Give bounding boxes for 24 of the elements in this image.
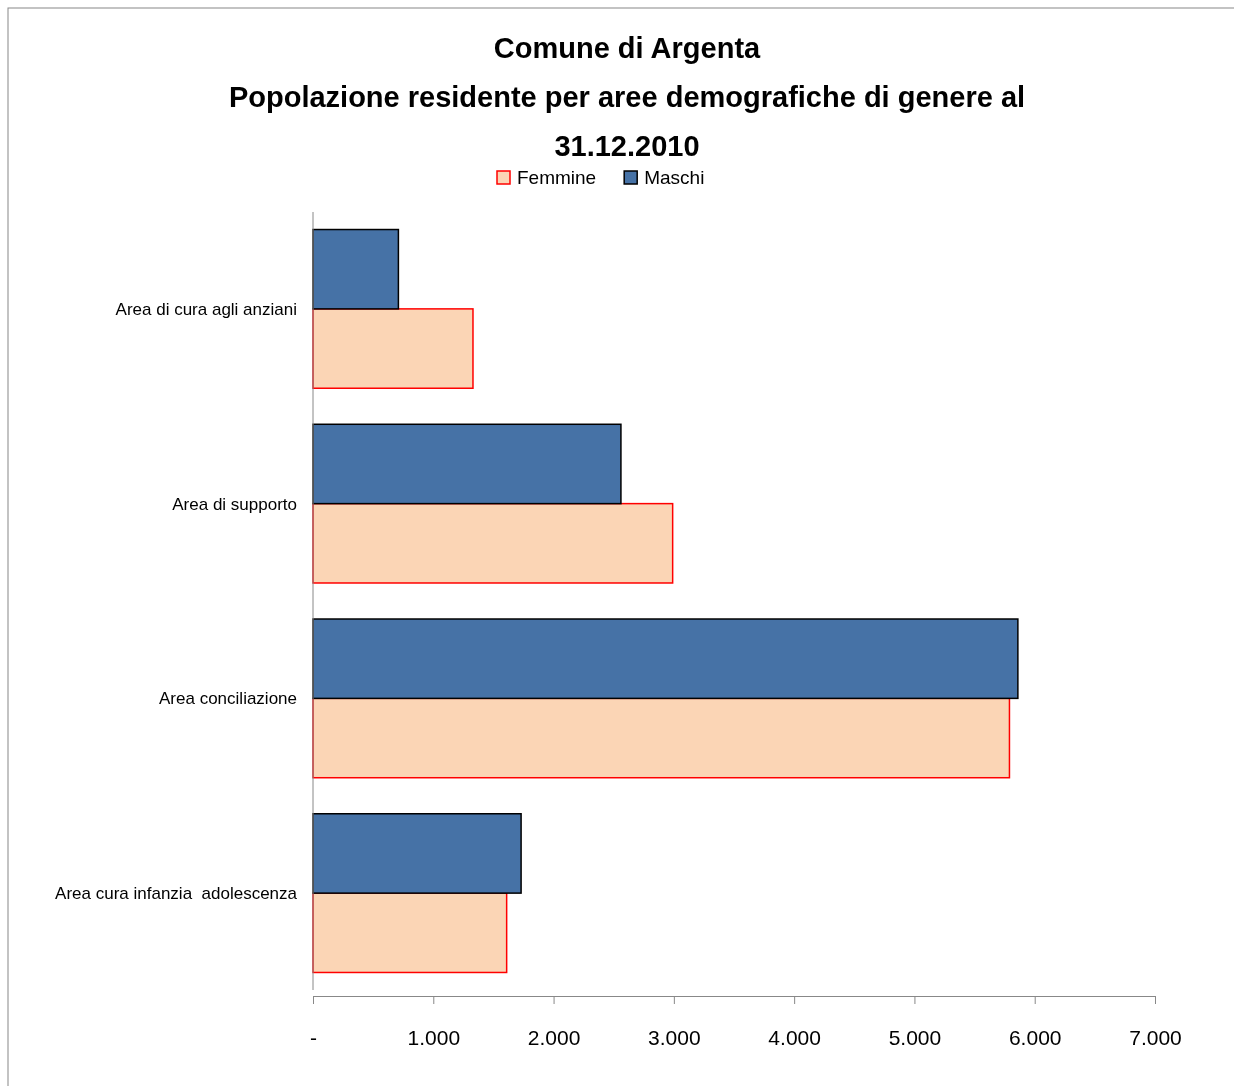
bar	[312, 308, 474, 389]
y-tick-label: Area cura infanzia adolescenza	[55, 884, 298, 904]
x-tick-label: 7.000	[1129, 1025, 1182, 1049]
bar	[312, 618, 1019, 700]
x-tick-label: 5.000	[888, 1025, 942, 1049]
x-tick-label: 6.000	[1008, 1025, 1062, 1049]
x-tick-label: 1.000	[407, 1025, 461, 1049]
bar	[312, 892, 508, 974]
bar	[312, 813, 522, 894]
chart-title: Comune di Argenta	[493, 32, 762, 64]
chart-subtitle: Popolazione residente per aree demografiche di genere al 31.12.2010	[228, 81, 1026, 162]
bar	[312, 423, 622, 505]
legend-label: Maschi	[644, 167, 705, 188]
legend-label: Femmine	[517, 167, 597, 188]
x-tick-label: 2.000	[527, 1025, 581, 1049]
y-tick-label: Area di cura agli anziani	[115, 299, 297, 319]
y-tick-label: Area conciliazione	[159, 689, 297, 709]
bar	[312, 228, 400, 310]
x-tick-label: 3.000	[648, 1025, 701, 1049]
bar	[312, 697, 1011, 779]
y-tick-label: Area di supporto	[172, 494, 297, 514]
x-tick-label: 4.000	[768, 1025, 821, 1049]
x-tick-label: -	[310, 1025, 317, 1049]
bar	[312, 502, 674, 584]
